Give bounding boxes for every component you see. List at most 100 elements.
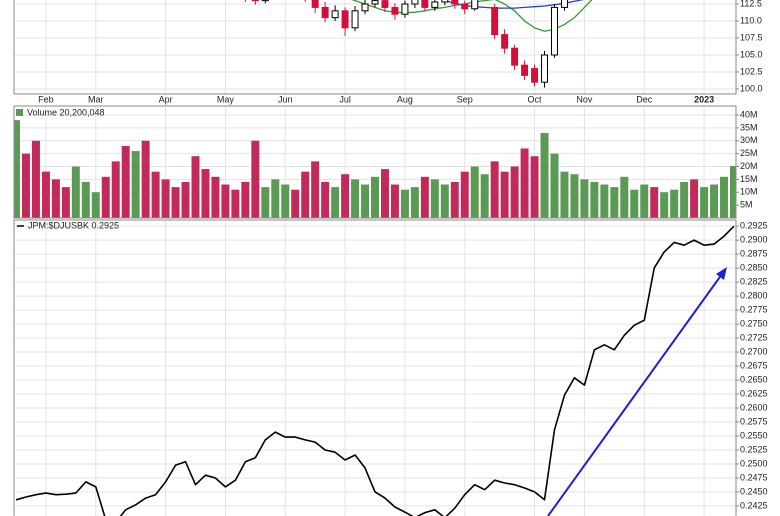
y-tick-label: 10M — [740, 187, 758, 197]
volume-bar — [351, 179, 360, 218]
volume-bar — [510, 166, 519, 218]
candle-body — [541, 54, 549, 83]
y-tick-label: 25M — [740, 148, 758, 158]
volume-bar — [450, 181, 459, 218]
plot-area — [244, 0, 593, 88]
candle-body — [421, 0, 429, 8]
volume-bar — [261, 187, 270, 218]
y-tick-label: 0.2550 — [740, 430, 768, 440]
panel-frame — [13, 0, 737, 95]
trend-arrow — [547, 273, 723, 516]
y-tick-label: 100.0 — [740, 83, 763, 93]
x-tick-label: Mar — [88, 94, 104, 104]
volume-bar — [201, 169, 210, 218]
candle-body — [261, 0, 269, 2]
candle-body — [531, 68, 539, 83]
volume-bar — [680, 181, 689, 218]
volume-bar — [470, 166, 479, 218]
y-tick-label: 107.5 — [740, 32, 763, 42]
volume-bar — [131, 151, 140, 218]
y-tick-label: 0.2725 — [740, 332, 768, 342]
candle-body — [511, 47, 519, 66]
candle-body — [311, 0, 319, 8]
volume-bar — [321, 181, 330, 218]
volume-bar — [460, 171, 469, 218]
candle-body — [341, 10, 349, 29]
y-tick-label: 0.2700 — [740, 346, 768, 356]
volume-bar — [121, 145, 130, 218]
candle-body — [411, 0, 419, 5]
volume-bar — [720, 176, 729, 218]
volume-bar — [151, 171, 160, 218]
x-tick-label: Nov — [576, 94, 593, 104]
volume-bar — [71, 166, 80, 218]
volume-bar — [610, 187, 619, 218]
y-tick-label: 5M — [740, 200, 753, 210]
candle-body — [441, 0, 449, 3]
volume-bar — [580, 179, 589, 218]
volume-panel: 5M 10M 15M 20M 25M 30M 35M 40M — [14, 106, 758, 218]
volume-bar — [21, 153, 30, 218]
y-tick-label: 0.2675 — [740, 360, 768, 370]
volume-bar — [690, 179, 699, 218]
volume-bar — [371, 176, 379, 218]
volume-bar — [14, 120, 20, 218]
y-tick-label: 0.2525 — [740, 444, 768, 454]
volume-bar — [480, 174, 489, 218]
legend-icon — [16, 109, 23, 116]
arrow-head — [716, 267, 727, 280]
volume-bar — [400, 189, 409, 218]
price-panel: 100.0 102.5 105.0 107.5 110.0 112.5 Feb Mar Apr M… — [14, 0, 763, 104]
volume-bar — [221, 184, 230, 218]
y-tick-label: 0.2825 — [740, 276, 768, 286]
y-tick-label: 0.2575 — [740, 416, 768, 426]
y-tick-label: 15M — [740, 174, 758, 184]
y-tick-label: 0.2625 — [740, 388, 768, 398]
volume-bar — [251, 140, 260, 218]
volume-bar — [301, 171, 310, 218]
y-tick-label: 110.0 — [740, 15, 762, 25]
volume-bar — [181, 181, 190, 218]
candle-body — [361, 3, 369, 12]
y-tick-label: 0.2425 — [740, 500, 768, 510]
y-tick-label: 0.2800 — [740, 290, 768, 300]
x-tick-label: May — [217, 94, 235, 104]
ratio-line — [15, 225, 735, 516]
volume-bar — [530, 156, 539, 218]
volume-bar — [171, 187, 180, 218]
volume-legend: Volume 20,200,048 — [27, 107, 105, 117]
volume-bar — [390, 184, 399, 218]
volume-bar — [361, 184, 370, 218]
volume-bar — [430, 179, 439, 218]
volume-bar — [51, 179, 60, 218]
volume-bar — [590, 181, 599, 218]
x-tick-label: Sep — [457, 94, 473, 104]
plot-area — [15, 225, 735, 516]
volume-bar — [730, 165, 736, 218]
volume-bar — [550, 153, 559, 218]
volume-bar — [630, 189, 639, 218]
volume-bar — [570, 174, 579, 218]
volume-bar — [161, 179, 170, 218]
candle-body — [251, 0, 259, 2]
volume-bar — [281, 184, 290, 218]
y-tick-label: 102.5 — [740, 66, 763, 76]
x-tick-label: Aug — [397, 94, 413, 104]
volume-bar — [490, 161, 499, 218]
volume-bar — [341, 174, 350, 218]
y-tick-label: 20M — [740, 161, 758, 171]
candle-body — [401, 3, 409, 15]
candle-body — [521, 64, 529, 76]
candle-body — [351, 10, 359, 29]
volume-bar — [141, 140, 150, 218]
x-tick-label: Dec — [636, 94, 653, 104]
y-tick-label: 0.2850 — [740, 262, 768, 272]
candle-body — [560, 0, 568, 8]
candle-body — [461, 3, 469, 10]
volume-bar — [500, 171, 509, 218]
plot-area — [14, 120, 736, 218]
volume-bar — [600, 184, 609, 218]
y-tick-label: 0.2650 — [740, 374, 768, 384]
volume-bar — [231, 189, 240, 218]
